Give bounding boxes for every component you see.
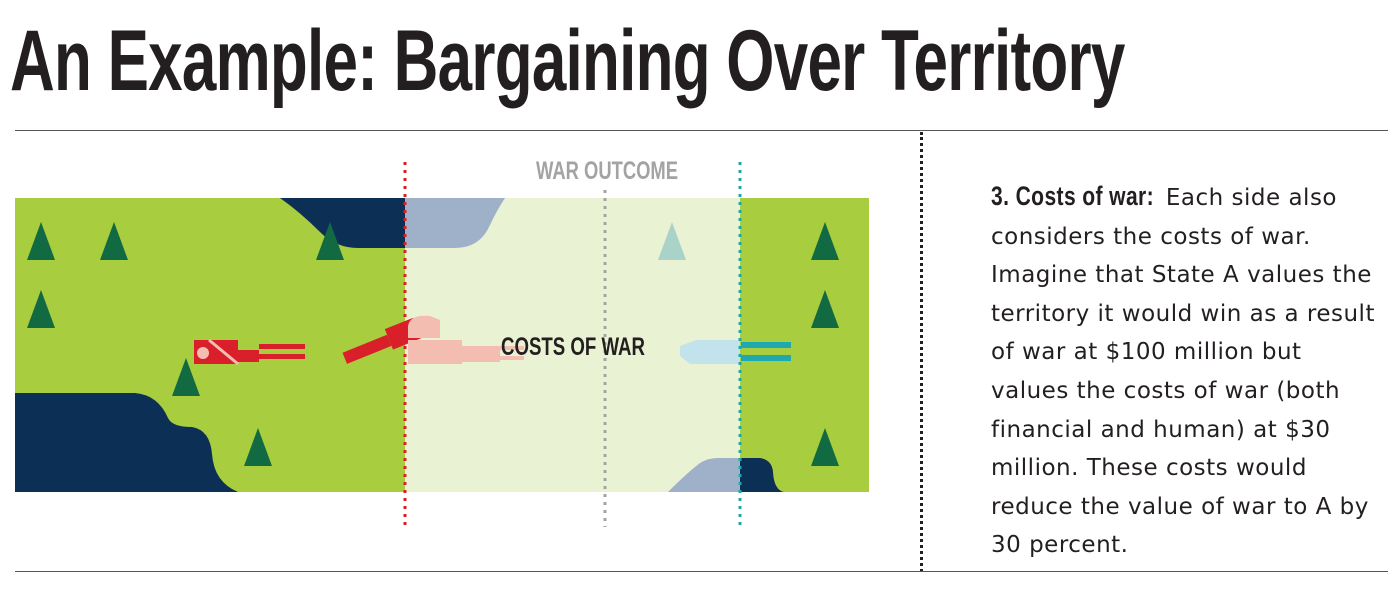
territory-map: WAR OUTCOME COSTS OF WAR [15, 157, 869, 527]
tank-icon [680, 340, 740, 364]
tree-icon [27, 290, 55, 328]
lake-bottom-right [740, 458, 784, 492]
tree-icon [172, 358, 200, 396]
tank-icon [741, 342, 791, 361]
tree-icon [244, 428, 272, 466]
tree-icon [27, 222, 55, 260]
lake-top [280, 198, 405, 248]
explanation-text: 3. Costs of war: Each side also consider… [991, 177, 1386, 565]
bottom-divider [15, 571, 1388, 572]
tree-icon [811, 222, 839, 260]
tank-icon [408, 315, 524, 364]
tank-icon [194, 338, 305, 366]
explanation-heading: 3. Costs of war: [991, 181, 1155, 211]
costs-of-war-label: COSTS OF WAR [501, 333, 645, 361]
column-divider [920, 132, 923, 572]
tree-icon [811, 290, 839, 328]
top-divider [15, 130, 1388, 131]
trees [27, 222, 839, 466]
war-outcome-label: WAR OUTCOME [536, 157, 678, 185]
tree-icon [811, 428, 839, 466]
lake-top-faded [405, 198, 505, 248]
page-title: An Example: Bargaining Over Territory [10, 13, 1125, 109]
sea-bottom-left [15, 393, 238, 492]
tree-icon [316, 222, 344, 260]
tree-icon [658, 222, 686, 260]
tree-icon [100, 222, 128, 260]
explanation-body: Each side also considers the costs of wa… [991, 185, 1375, 559]
lake-bottom-right-faded [668, 458, 740, 492]
